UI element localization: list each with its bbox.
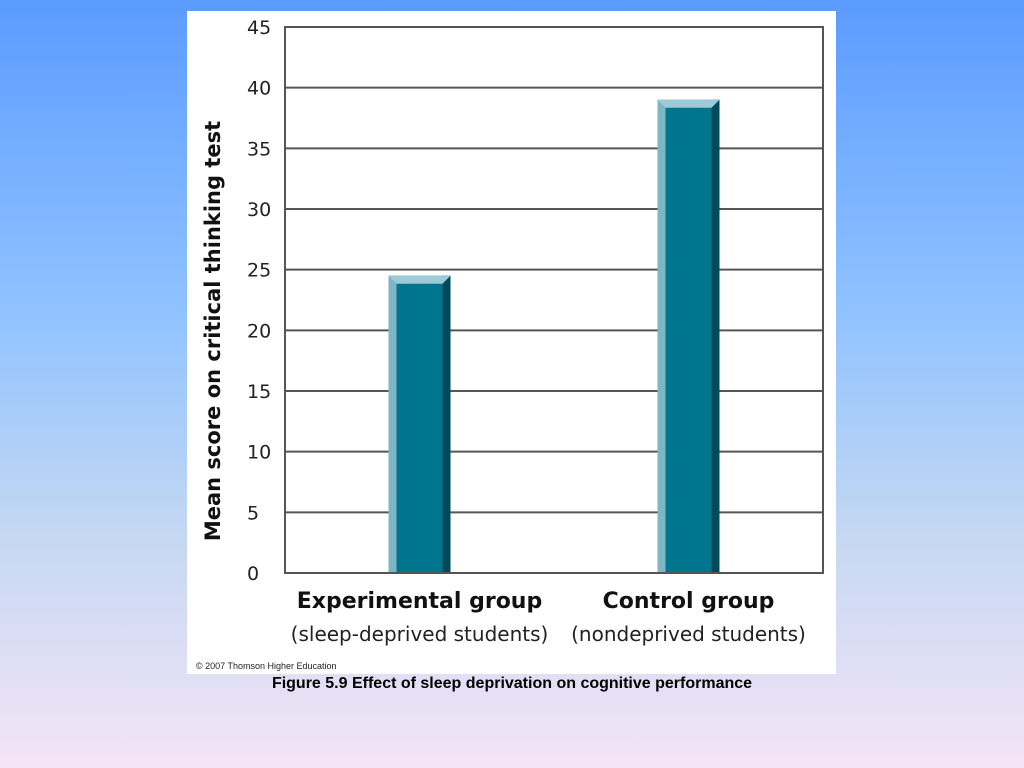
y-tick-labels: 0 5 10 15 20 25 30 35 40 45 bbox=[247, 17, 271, 585]
y-tick-label: 45 bbox=[247, 17, 271, 39]
y-axis-label: Mean score on critical thinking test bbox=[201, 121, 225, 541]
bar-left-face bbox=[388, 275, 397, 573]
x-category-labels: Experimental group (sleep-deprived studen… bbox=[291, 589, 806, 646]
y-tick-label: 10 bbox=[247, 442, 271, 464]
figure-caption: Figure 5.9 Effect of sleep deprivation o… bbox=[271, 675, 753, 692]
y-tick-label: 0 bbox=[247, 563, 259, 585]
y-tick-label: 5 bbox=[247, 502, 259, 524]
bar-right-face bbox=[442, 275, 451, 573]
y-tick-label: 30 bbox=[247, 199, 271, 221]
x-category-label: Control group bbox=[603, 589, 775, 614]
y-tick-label: 20 bbox=[247, 320, 271, 342]
bar-top-face bbox=[388, 275, 451, 284]
bar bbox=[388, 275, 451, 573]
bar-top-face bbox=[657, 99, 720, 108]
y-tick-label: 40 bbox=[247, 78, 271, 100]
chart-panel: 0 5 10 15 20 25 30 35 40 45 Experimental group (sl… bbox=[187, 11, 836, 674]
copyright-text: © 2007 Thomson Higher Education bbox=[196, 661, 337, 671]
plot-frame bbox=[284, 26, 824, 574]
x-category-sublabel: (nondeprived students) bbox=[571, 622, 806, 646]
y-tick-label: 25 bbox=[247, 260, 271, 282]
bar-front bbox=[388, 275, 451, 573]
bar-right-face bbox=[711, 99, 720, 574]
y-tick-label: 35 bbox=[247, 138, 271, 160]
x-category-label: Experimental group bbox=[297, 589, 542, 614]
bar-front bbox=[657, 99, 720, 574]
bar-chart: 0 5 10 15 20 25 30 35 40 45 Experimental group (sl… bbox=[201, 17, 824, 646]
grid-lines bbox=[285, 26, 823, 574]
bar-left-face bbox=[657, 99, 666, 574]
bars bbox=[388, 99, 720, 574]
x-category-sublabel: (sleep-deprived students) bbox=[291, 622, 549, 646]
bar bbox=[657, 99, 720, 574]
y-tick-label: 15 bbox=[247, 381, 271, 403]
